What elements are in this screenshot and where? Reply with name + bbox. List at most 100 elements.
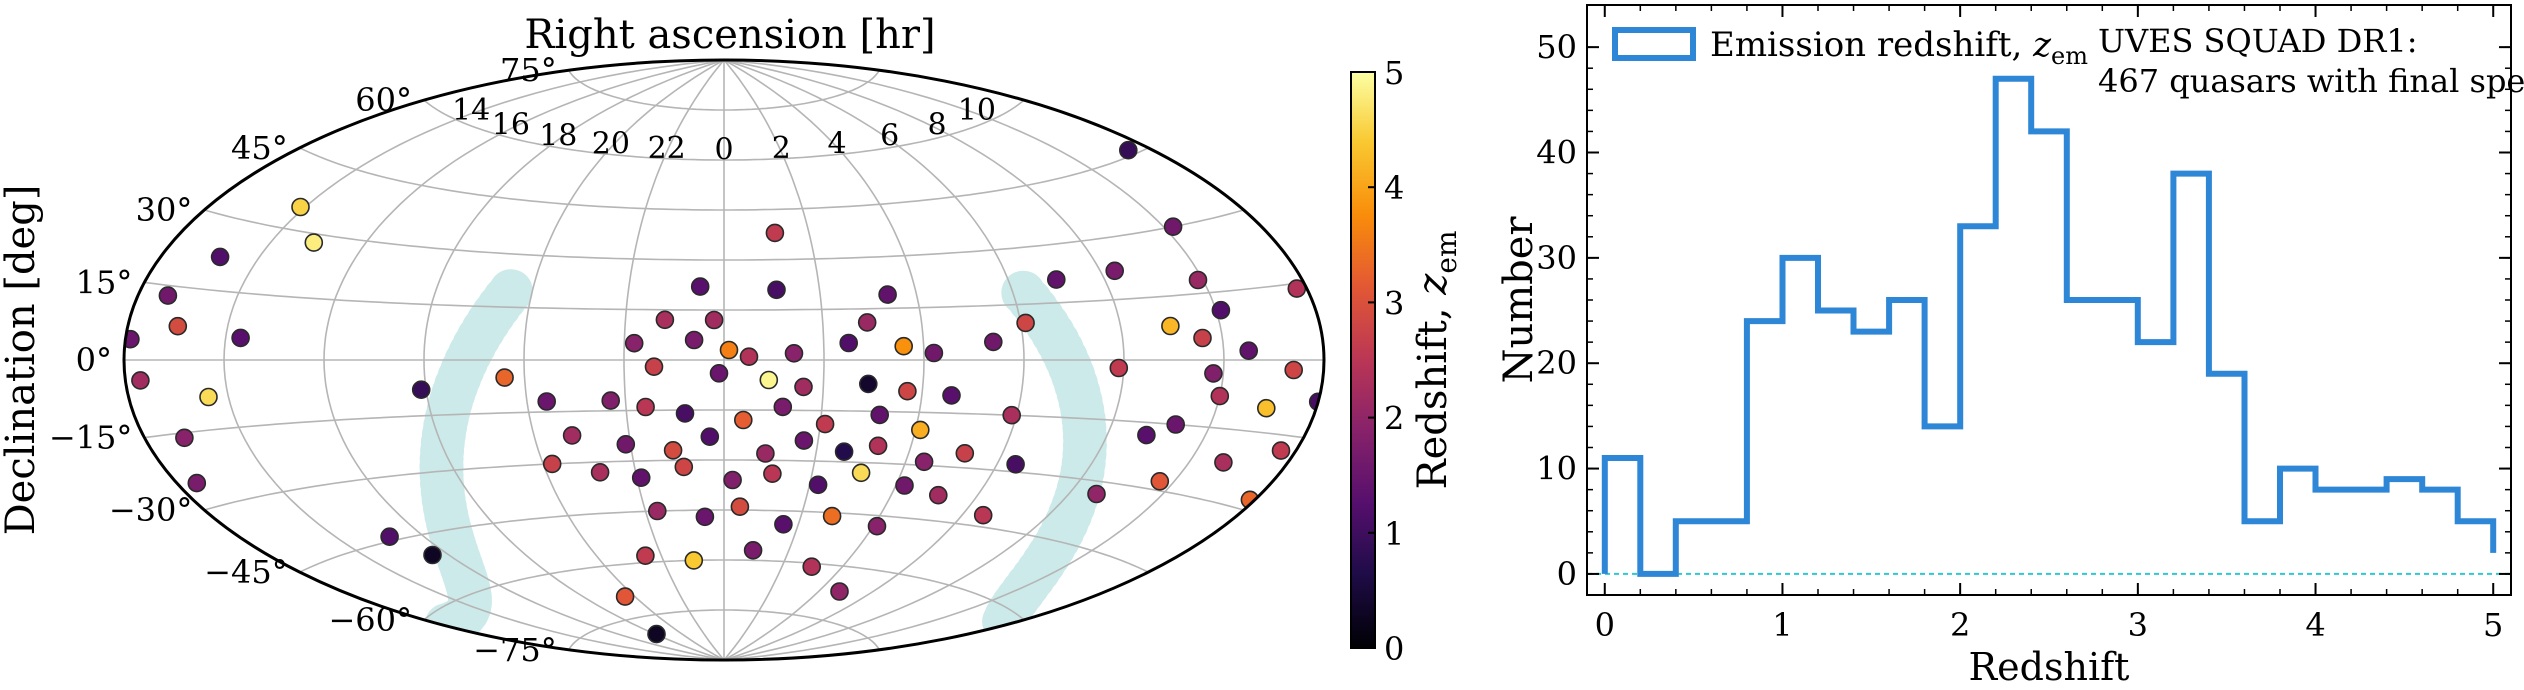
quasar-point — [1047, 270, 1066, 289]
ra-gridline — [323, 60, 725, 660]
x-tick-label: 3 — [2128, 606, 2148, 644]
ra-tick-label: 6 — [880, 119, 899, 154]
quasar-point — [1211, 300, 1231, 320]
ra-tick-label: 4 — [828, 126, 847, 161]
quasar-point — [291, 197, 310, 217]
dec-tick-label: 45° — [231, 129, 288, 167]
quasar-point — [601, 391, 621, 410]
dec-tick-label: −60° — [328, 601, 412, 639]
quasar-point — [834, 442, 854, 462]
legend-swatch — [1612, 27, 1696, 61]
dec-tick-label: −15° — [49, 419, 133, 457]
ra-tick-labels: 14 16 18 20 22 0 2 4 6 8 10 — [452, 93, 996, 168]
dec-tick-label: −30° — [109, 491, 193, 529]
quasar-point — [695, 507, 715, 527]
sky-map-title: Right ascension [hr] — [524, 12, 935, 58]
annotation-line-1: UVES SQUAD DR1: — [2098, 22, 2418, 60]
quasar-point — [870, 405, 890, 425]
quasar-point — [867, 516, 887, 536]
quasar-point — [898, 381, 917, 401]
galactic-plane-segment — [419, 445, 464, 490]
sky-map-border — [122, 58, 1326, 662]
quasar-point — [1271, 441, 1291, 460]
quasar-point — [794, 377, 813, 397]
ra-tick-label: 22 — [648, 131, 686, 166]
quasar-point — [719, 340, 739, 360]
quasar-point — [924, 343, 944, 363]
quasar-point — [644, 357, 664, 377]
quasar-point — [158, 286, 178, 305]
quasar-point — [675, 404, 695, 423]
quasar-point — [704, 310, 724, 330]
legend-label: Emission redshift, zem — [1710, 25, 2088, 70]
quasar-point — [131, 371, 150, 390]
quasar-point — [730, 497, 750, 517]
quasar-point — [914, 452, 934, 472]
quasar-point — [955, 443, 975, 463]
quasar-point — [759, 370, 779, 390]
quasar-point — [1161, 316, 1180, 336]
quasar-point — [304, 233, 324, 252]
quasar-point — [199, 387, 218, 407]
colorbar: 0 1 2 3 4 5 Redshift, zem — [1350, 54, 1463, 668]
quasar-point — [1204, 364, 1223, 383]
quasar-point — [674, 457, 694, 477]
quasar-point — [1137, 425, 1156, 445]
y-tick-label: 30 — [1536, 239, 1577, 277]
ra-gridline — [623, 60, 725, 660]
ra-tick-label: 14 — [452, 93, 490, 128]
quasar-point — [684, 551, 704, 570]
quasar-point — [1166, 415, 1185, 434]
quasar-point — [537, 392, 557, 411]
quasar-point — [743, 540, 763, 560]
quasar-point — [1257, 398, 1276, 418]
sky-points — [124, 140, 1324, 644]
quasar-point — [495, 368, 514, 387]
quasar-point — [808, 475, 828, 495]
quasar-point — [616, 434, 636, 454]
quasar-point — [423, 545, 442, 565]
ra-gridline — [423, 60, 725, 660]
quasar-point — [723, 470, 742, 490]
x-tick-label: 4 — [2305, 606, 2325, 644]
ra-gridline — [223, 60, 725, 660]
quasar-point — [210, 247, 230, 267]
ra-tick-label: 16 — [492, 108, 530, 143]
x-tick-label: 5 — [2483, 606, 2503, 644]
x-tick-label: 1 — [1772, 606, 1792, 644]
quasar-point — [894, 336, 914, 356]
quasar-point — [1163, 217, 1183, 236]
quasar-point — [868, 436, 888, 456]
quasar-point — [815, 414, 835, 434]
dec-tick-labels: 75° 60° 45° 30°15° 0° −15° −30° −45° −60° −75° — [49, 51, 557, 669]
quasar-point — [942, 386, 961, 405]
quasar-point — [655, 310, 675, 330]
quasar-point — [1016, 313, 1035, 333]
quasar-point — [411, 380, 431, 400]
colorbar-gradient — [1350, 71, 1376, 649]
quasar-point — [647, 501, 667, 521]
dec-tick-label: 0° — [76, 341, 112, 379]
quasar-point — [709, 363, 729, 383]
histogram-xlabel: Redshift — [1969, 645, 2130, 689]
quasar-point — [773, 397, 793, 417]
dec-tick-label: 75° — [500, 51, 557, 89]
quasar-point — [231, 328, 250, 348]
quasar-point — [784, 343, 804, 363]
quasar-point — [1006, 454, 1025, 474]
quasar-point — [1119, 140, 1138, 160]
quasar-point — [774, 514, 793, 534]
quasar-point — [684, 330, 704, 350]
quasar-point — [851, 463, 871, 483]
quasar-point — [168, 316, 188, 336]
histogram-frame — [1586, 4, 2512, 596]
quasar-point — [858, 374, 878, 394]
galactic-plane-segment — [488, 269, 533, 314]
colorbar-tick-label: 0 — [1384, 630, 1404, 668]
quasar-point — [983, 332, 1003, 352]
dec-tick-label: 60° — [355, 81, 412, 119]
quasar-point — [624, 333, 644, 353]
quasar-point — [1188, 270, 1208, 290]
quasar-point — [878, 285, 897, 304]
